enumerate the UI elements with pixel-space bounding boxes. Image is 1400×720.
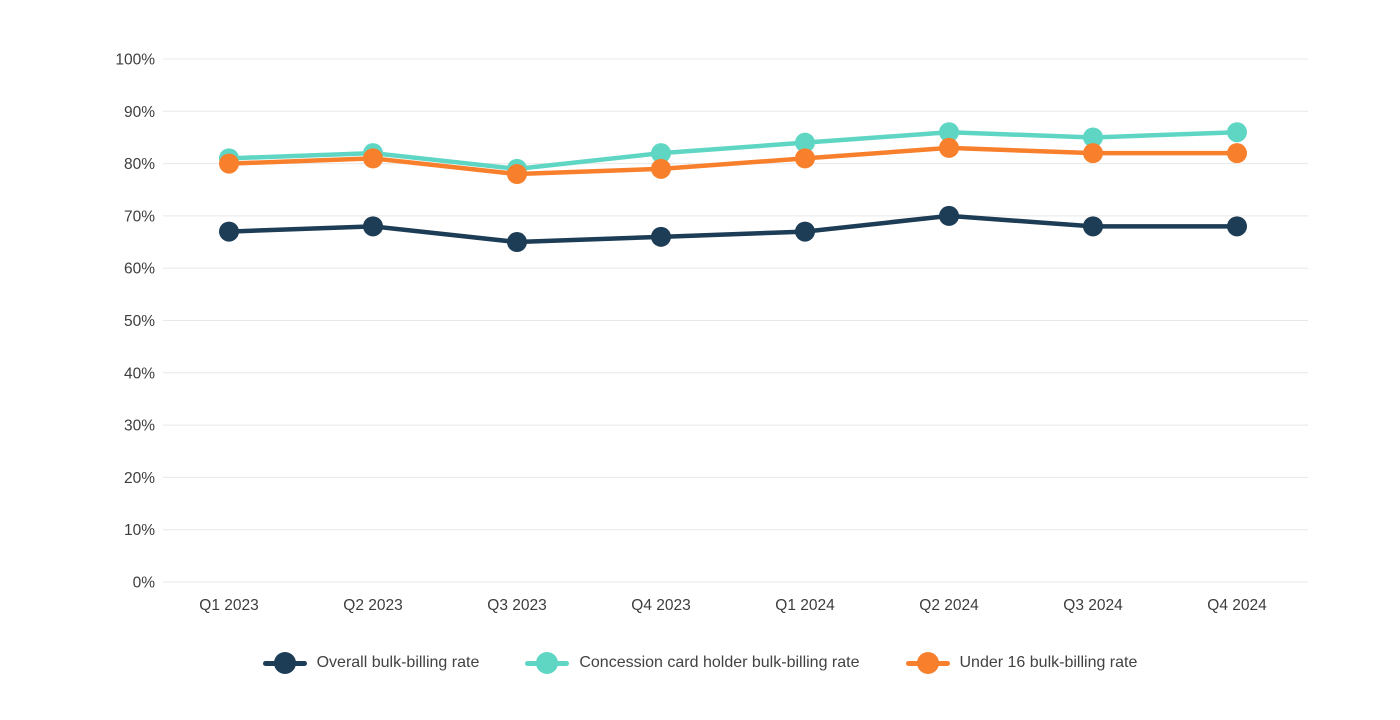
data-point [363, 216, 383, 237]
legend-label-concession: Concession card holder bulk-billing rate [579, 654, 860, 671]
y-axis-tick-label: 80% [124, 156, 155, 173]
legend-item-under16[interactable]: Under 16 bulk-billing rate [905, 652, 1138, 674]
series-line-1 [226, 129, 1240, 172]
data-point [219, 221, 239, 242]
data-point [1083, 143, 1103, 164]
data-point [1227, 143, 1247, 164]
data-point [507, 164, 527, 185]
under16-series-marker-icon [905, 652, 950, 674]
series-line-0 [226, 213, 1240, 245]
x-axis-tick-label: Q3 2024 [1063, 597, 1123, 614]
x-axis-tick-label: Q3 2023 [487, 597, 546, 614]
overall-series-marker-icon [262, 652, 307, 674]
series-line-2 [226, 145, 1240, 177]
concession-series-marker-icon [525, 652, 570, 674]
x-axis-tick-label: Q1 2023 [199, 597, 258, 614]
line-chart-canvas: 100% 90% 80% 70% 60% 50% 40% 30% 20% 10% 0% Q1 2023… [115, 52, 1308, 614]
data-point [1227, 122, 1247, 143]
data-point [1227, 216, 1247, 237]
data-point [363, 148, 383, 169]
y-axis-tick-label: 0% [133, 575, 156, 592]
y-axis-tick-label: 40% [124, 365, 155, 382]
y-axis-tick-label: 100% [115, 52, 155, 69]
data-point [507, 232, 527, 253]
data-point [219, 153, 239, 174]
data-point [795, 221, 815, 242]
y-axis-tick-label: 10% [124, 522, 155, 539]
x-axis-tick-label: Q4 2024 [1207, 597, 1267, 614]
y-axis-tick-label: 60% [124, 261, 155, 278]
data-point [795, 132, 815, 153]
data-point [651, 143, 671, 164]
legend-label-overall: Overall bulk-billing rate [316, 654, 480, 671]
line-chart: 100% 90% 80% 70% 60% 50% 40% 30% 20% 10% 0% Q1 2023… [115, 52, 1308, 614]
x-axis-tick-label: Q2 2024 [919, 597, 979, 614]
x-axis-tick-label: Q2 2023 [343, 597, 402, 614]
data-point [939, 205, 959, 226]
legend-item-overall[interactable]: Overall bulk-billing rate [262, 652, 480, 674]
x-axis-tick-label: Q4 2023 [631, 597, 690, 614]
data-point [1083, 127, 1103, 148]
y-axis-tick-label: 70% [124, 208, 155, 225]
y-axis-tick-label: 20% [124, 470, 155, 487]
data-point [939, 122, 959, 143]
data-point [795, 148, 815, 169]
data-point [1083, 216, 1103, 237]
y-axis-tick-label: 90% [124, 104, 155, 121]
chart-legend: Overall bulk-billing rate Concession car… [0, 640, 1400, 686]
data-point [651, 226, 671, 247]
y-axis-tick-label: 50% [124, 313, 155, 330]
legend-label-under16: Under 16 bulk-billing rate [959, 654, 1138, 671]
data-point [651, 158, 671, 179]
data-point [939, 137, 959, 158]
x-axis-tick-label: Q1 2024 [775, 597, 835, 614]
legend-item-concession[interactable]: Concession card holder bulk-billing rate [525, 652, 860, 674]
y-axis-tick-label: 30% [124, 418, 155, 435]
